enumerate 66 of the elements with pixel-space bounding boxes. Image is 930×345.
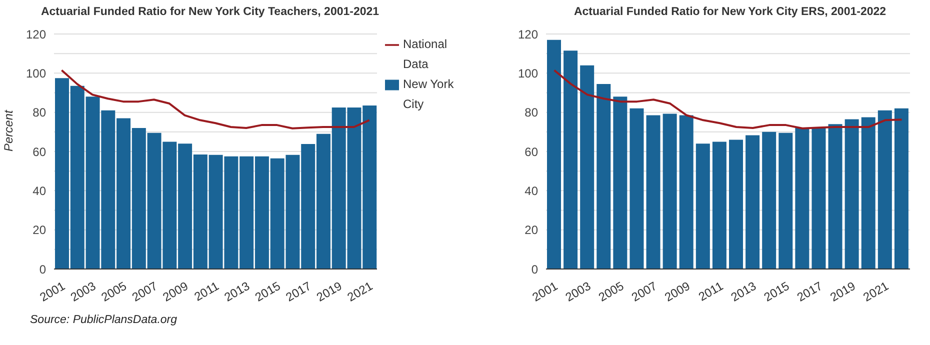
bar [878,110,892,269]
bar [746,135,760,269]
y-tick-label: 80 [524,106,538,120]
x-tick-label: 2011 [192,278,222,304]
x-tick-label: 2007 [629,278,660,304]
bar [861,117,876,269]
bar [564,50,578,269]
y-tick-label: 100 [518,66,538,80]
bar [812,128,826,269]
x-tick-label: 2013 [222,278,252,304]
x-tick-label: 2005 [98,278,130,304]
x-tick-label: 2015 [252,278,284,304]
y-tick-label: 80 [32,106,46,120]
bar [662,114,677,269]
y-tick-label: 40 [32,184,46,198]
x-tick-label: 2001 [530,278,560,304]
chart-title: Actuarial Funded Ratio for New York City Teachers, 2001-2021 [40,5,380,20]
x-tick-label: 2013 [728,278,759,304]
y-tick-label: 0 [531,262,538,276]
y-tick-label: 0 [39,262,46,276]
bar [712,142,726,269]
x-tick-label: 2017 [283,278,314,304]
y-tick-label: 100 [26,66,46,80]
x-tick-label: 2019 [828,278,858,304]
bar [778,132,793,269]
x-tick-label: 2005 [596,278,626,304]
x-tick-label: 2021 [860,278,892,304]
bar [547,40,561,269]
bar [646,115,660,269]
bar [596,84,611,269]
y-tick-label: 120 [26,27,46,42]
line-series [553,69,903,130]
x-tick-label: 2009 [662,278,693,304]
y-tick-label: 40 [524,184,538,198]
bar [795,128,810,269]
y-tick-label: 60 [524,144,538,159]
bar [729,140,743,269]
bar [679,115,694,269]
y-axis-title: Percent [1,109,16,152]
legend-label: New York City [403,76,455,113]
x-tick-label: 2017 [794,278,826,304]
x-tick-label: 2009 [160,278,191,304]
x-tick-label: 2021 [344,278,376,304]
bar [613,96,628,269]
x-tick-label: 2011 [696,278,726,304]
line-series [60,69,370,130]
y-tick-label: 20 [32,223,46,238]
bar [630,108,644,269]
source-note: Source: PublicPlansData.org [29,314,178,326]
y-tick-label: 20 [524,223,538,238]
y-tick-label: 120 [518,27,538,42]
x-tick-label: 2019 [314,278,345,304]
bar [844,119,859,269]
chart-title: Actuarial Funded Ratio for New York City ERS, 2001-2022 [572,5,888,20]
legend-label: National Data [403,36,448,73]
bar [696,144,710,269]
x-tick-label: 2007 [130,278,160,304]
x-tick-label: 2003 [68,278,98,304]
x-tick-label: 2001 [37,278,68,304]
x-tick-label: 2003 [563,278,594,304]
x-tick-label: 2015 [762,278,792,304]
bar [894,108,908,269]
bar [762,132,776,269]
y-tick-label: 60 [32,144,46,159]
bar [828,124,842,269]
bar [580,65,594,269]
